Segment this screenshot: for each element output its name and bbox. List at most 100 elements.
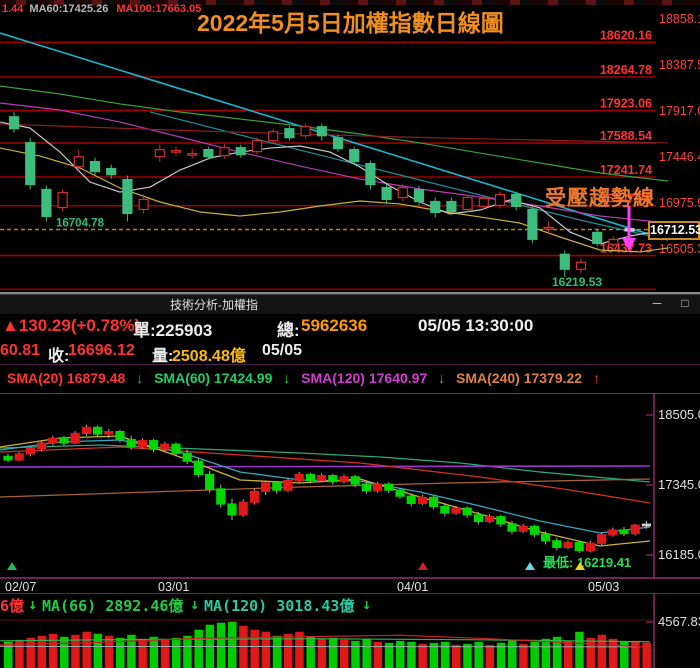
trendline-annotation: 受壓趨勢線 — [545, 187, 655, 210]
volume-bar — [149, 636, 159, 668]
axis-label: 18620.16 — [600, 28, 652, 42]
green-ma — [0, 85, 669, 182]
candle — [104, 430, 114, 435]
volume-bar — [474, 641, 483, 668]
ma60-label: MA60:17425.26 — [29, 3, 109, 15]
axis-label: 17917.02 — [659, 104, 700, 118]
candle — [300, 126, 311, 137]
maximize-button[interactable]: □ — [681, 296, 689, 310]
amount-label: 量: — [152, 348, 174, 365]
axis-label: 17446.47 — [659, 150, 700, 164]
marker-triangle-icon — [418, 562, 428, 570]
volume-bar — [552, 636, 562, 668]
volume-bar — [440, 641, 450, 668]
candle — [70, 432, 80, 444]
daily-candlestick-chart[interactable]: 18620.16 18264.78 17923.06 17588.54 17241.74… — [0, 0, 700, 292]
axis-label: 最低: 16219.41 — [543, 555, 631, 570]
volume-bar — [183, 635, 192, 668]
darkred-ma — [0, 123, 669, 144]
volume-ma66-value: MA(66) 2892.46億 — [42, 597, 184, 615]
candle — [574, 542, 584, 552]
axis-label: 03/01 — [158, 580, 189, 593]
marker-triangle-icon — [575, 562, 585, 570]
quote-date: 05/05 — [262, 342, 303, 359]
candle — [160, 443, 170, 450]
candle — [413, 188, 425, 203]
candle — [203, 149, 214, 158]
volume-bar — [564, 640, 573, 668]
ma-pre-value: 1.44 — [2, 3, 24, 15]
volume-bar — [340, 639, 349, 668]
amount-value: 2508.48億 — [172, 348, 246, 365]
sma120-arrow-icon: ↓ — [438, 370, 446, 386]
yellow-ma — [0, 147, 669, 253]
window-titlebar[interactable]: 技術分析-加權指 ─ □ — [0, 292, 700, 314]
volume-bar — [328, 637, 338, 668]
candle — [238, 501, 248, 516]
candle — [332, 137, 344, 150]
red-ma — [0, 446, 651, 504]
candle — [494, 193, 506, 207]
volume-bar — [250, 629, 259, 668]
volume-bar — [15, 639, 24, 668]
sma60-arrow-icon: ↓ — [283, 370, 291, 386]
last-price-box: 16712.53 — [648, 221, 700, 240]
partial-value: 60.81 — [0, 342, 41, 359]
volume-bar — [317, 638, 327, 668]
candle — [149, 440, 159, 450]
axis-label: 02/07 — [5, 580, 36, 593]
red-vol-ma — [0, 634, 651, 648]
volume-bar — [530, 641, 539, 668]
candle — [361, 483, 371, 492]
volume-bar — [284, 633, 293, 668]
sma120-value: SMA(120) 17640.97 — [301, 370, 428, 386]
sma240-arrow-icon: ↑ — [592, 370, 600, 386]
candle — [25, 447, 35, 455]
candle — [57, 191, 68, 209]
axis-label: 16505.38 — [659, 242, 700, 256]
candle — [641, 523, 652, 527]
volume-ma-row: 6億 ↓ MA(66) 2892.46億 ↓ MA(120) 3018.43億 … — [0, 595, 700, 615]
volume-bar — [228, 621, 237, 668]
candle — [41, 188, 52, 218]
axis-label: 16947.79 — [600, 192, 652, 206]
candle — [3, 455, 13, 461]
candle — [395, 489, 405, 497]
candle — [219, 147, 230, 157]
volume-bar — [362, 638, 371, 668]
candle — [261, 482, 271, 492]
sma-row: SMA(20) 16879.48 ↓ SMA(60) 17424.99 ↓ SM… — [0, 365, 700, 394]
total-volume: 5962636 — [301, 316, 368, 335]
candle — [518, 525, 528, 532]
axis-label: 16975.92 — [659, 196, 700, 210]
chart-title: 2022年5月5日加權指數日線圖 — [197, 10, 504, 36]
candle — [373, 483, 383, 492]
candle — [429, 496, 439, 508]
technical-analysis-window: 技術分析-加權指 ─ □ ▲130.29(+0.78%) 單:225903 總:… — [0, 292, 700, 668]
axis-label: 17588.54 — [600, 129, 652, 143]
candle — [585, 542, 596, 552]
intraday-candlestick-chart[interactable]: 18505.0 17345.0 16185.0 02/07 03/01 04/01 05/0… — [0, 394, 700, 593]
candle — [384, 483, 394, 491]
axis-label: 05/03 — [588, 580, 619, 593]
candle — [608, 238, 619, 245]
trendline — [0, 32, 669, 241]
volume-bar — [306, 636, 315, 668]
minimize-button[interactable]: ─ — [652, 296, 662, 310]
candle — [349, 149, 360, 163]
axis-label: 18387.57 — [659, 58, 700, 72]
volume-bar-chart[interactable]: 4567.83 — [0, 593, 700, 668]
axis-label: 04/01 — [397, 580, 428, 593]
candle — [227, 503, 237, 516]
candle — [478, 197, 489, 208]
volume-bar — [160, 639, 170, 668]
candle — [81, 426, 92, 435]
volume-arrow-icon: ↓ — [28, 595, 38, 613]
candle — [92, 426, 103, 435]
volume-bar — [4, 641, 13, 668]
volume-bar — [60, 636, 69, 668]
candle — [251, 140, 263, 153]
volume-bar — [463, 643, 472, 668]
candle — [170, 149, 182, 153]
